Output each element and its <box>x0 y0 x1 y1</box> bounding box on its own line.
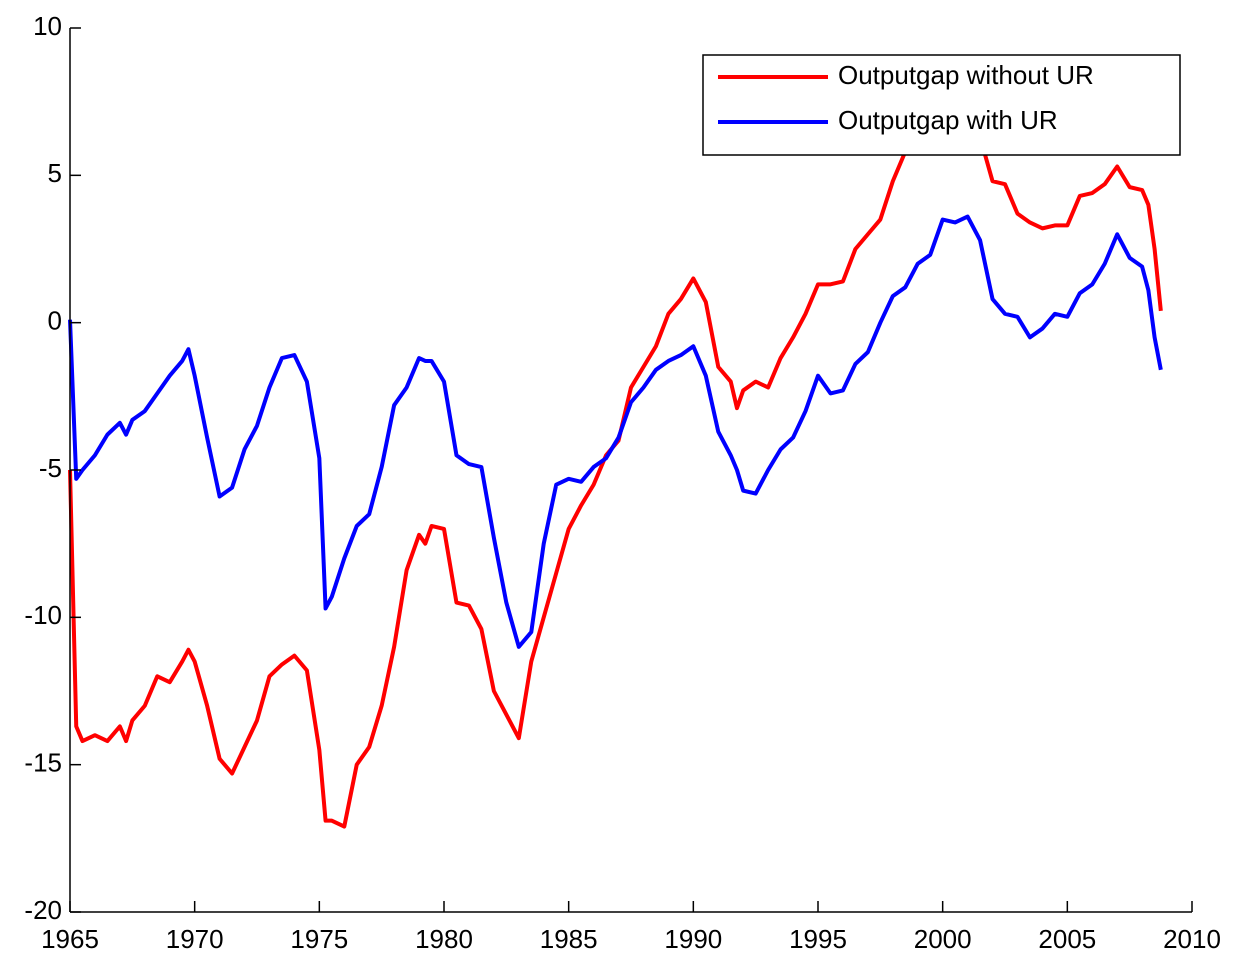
x-tick-label: 1990 <box>664 924 722 954</box>
y-tick-label: -5 <box>39 453 62 483</box>
x-tick-label: 2000 <box>914 924 972 954</box>
y-tick-label: -10 <box>24 600 62 630</box>
y-tick-label: 10 <box>33 11 62 41</box>
y-tick-label: -15 <box>24 748 62 778</box>
series-line <box>68 99 1163 829</box>
legend-label: Outputgap without UR <box>838 60 1094 90</box>
legend-box <box>702 54 1181 156</box>
y-tick-label: 0 <box>48 306 62 336</box>
x-tick-label: 2005 <box>1038 924 1096 954</box>
x-tick-label: 1970 <box>166 924 224 954</box>
x-tick-label: 1980 <box>415 924 473 954</box>
series-line <box>68 214 1163 649</box>
x-tick-label: 1985 <box>540 924 598 954</box>
x-tick-label: 1965 <box>41 924 99 954</box>
x-tick-label: 1995 <box>789 924 847 954</box>
legend: Outputgap without UR Outputgap with UR <box>702 54 1181 156</box>
x-tick-label: 2010 <box>1163 924 1221 954</box>
y-tick-label: 5 <box>48 158 62 188</box>
legend-label: Outputgap with UR <box>838 105 1058 135</box>
y-tick-label: -20 <box>24 895 62 925</box>
x-tick-label: 1975 <box>290 924 348 954</box>
